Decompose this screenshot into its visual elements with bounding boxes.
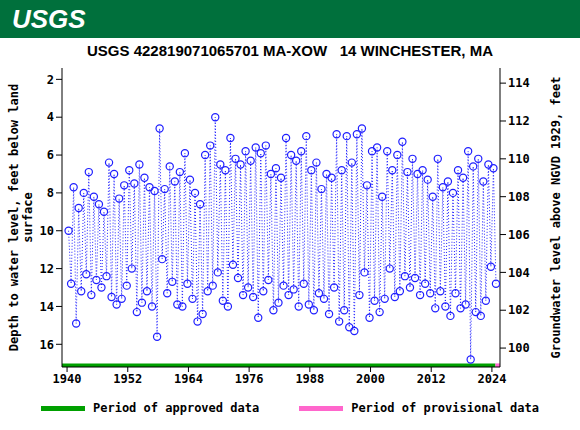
svg-text:10: 10 xyxy=(40,224,54,238)
svg-text:1964: 1964 xyxy=(174,372,203,386)
svg-text:1952: 1952 xyxy=(113,372,142,386)
svg-text:2: 2 xyxy=(47,73,54,87)
svg-text:106: 106 xyxy=(508,228,530,242)
svg-text:12: 12 xyxy=(40,262,54,276)
svg-text:100: 100 xyxy=(508,341,530,355)
svg-text:110: 110 xyxy=(508,152,530,166)
svg-text:108: 108 xyxy=(508,190,530,204)
svg-text:14: 14 xyxy=(40,300,54,314)
svg-text:2000: 2000 xyxy=(356,372,385,386)
html-text:Period of provisional data: Period of provisional data xyxy=(351,401,539,415)
svg-text:16: 16 xyxy=(40,338,54,352)
svg-text:Depth to water level, feet bel: Depth to water level, feet below land xyxy=(8,84,21,351)
svg-text:Groundwater level above NGVD 1: Groundwater level above NGVD 1929, feet xyxy=(549,77,563,359)
svg-text:2012: 2012 xyxy=(417,372,446,386)
svg-text:4: 4 xyxy=(47,110,54,124)
svg-text:6: 6 xyxy=(47,148,54,162)
svg-text:114: 114 xyxy=(508,76,530,90)
svg-text:102: 102 xyxy=(508,303,530,317)
svg-text:surface: surface xyxy=(21,192,35,243)
svg-text:1988: 1988 xyxy=(295,372,324,386)
svg-text:1976: 1976 xyxy=(235,372,264,386)
html-text:USGS 422819071065701 MA-XOW 14: USGS 422819071065701 MA-XOW 14 WINCHESTE… xyxy=(87,42,493,59)
svg-text:8: 8 xyxy=(47,186,54,200)
html-text:Period of approved data: Period of approved data xyxy=(93,401,260,415)
svg-text:2024: 2024 xyxy=(477,372,506,386)
svg-text:112: 112 xyxy=(508,114,530,128)
svg-text:1940: 1940 xyxy=(53,372,82,386)
html-text:USGS: USGS xyxy=(12,4,86,34)
svg-text:104: 104 xyxy=(508,266,530,280)
